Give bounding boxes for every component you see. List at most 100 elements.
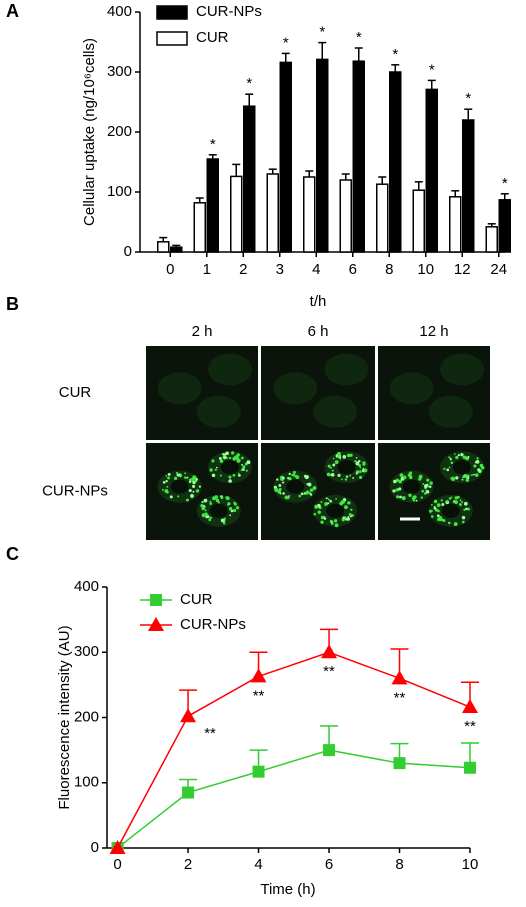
cell-dot <box>354 460 357 463</box>
cell-dot <box>401 496 406 501</box>
cell-dot <box>337 451 341 456</box>
cell-dot <box>328 498 330 501</box>
column-label: 2 h <box>192 323 213 340</box>
cell-dot <box>201 506 206 511</box>
cell <box>273 372 318 405</box>
significance-label: * <box>465 90 471 107</box>
cell-dot <box>327 464 331 468</box>
cell-dot <box>192 484 196 488</box>
marker <box>180 708 197 723</box>
cell-dot <box>331 522 334 525</box>
cell-dot <box>179 474 183 477</box>
cell-dot <box>165 479 168 483</box>
nucleus <box>337 460 356 475</box>
cell-dot <box>238 473 241 477</box>
cell-dot <box>462 521 465 524</box>
cell-dot <box>422 483 425 486</box>
nucleus <box>453 460 471 475</box>
cell-dot <box>409 476 413 480</box>
cell-dot <box>288 495 291 497</box>
cell-dot <box>342 454 347 459</box>
cell-dot <box>398 479 402 484</box>
bar <box>462 119 475 253</box>
cell-dot <box>287 477 290 480</box>
significance-label: ** <box>394 689 406 706</box>
cell-dot <box>333 519 338 523</box>
cell-dot <box>323 516 326 518</box>
cell-dot <box>355 461 360 466</box>
cell-dot <box>226 457 229 459</box>
cell-dot <box>479 463 484 468</box>
cell-dot <box>167 476 170 480</box>
cell-dot <box>306 483 309 486</box>
cell-dot <box>188 480 192 484</box>
nucleus <box>286 479 305 494</box>
cell-dot <box>190 494 194 498</box>
cell-dot <box>438 515 442 519</box>
y-tick-label: 0 <box>91 839 99 856</box>
x-tick-label: 6 <box>349 261 357 278</box>
x-tick-label: 10 <box>462 856 479 873</box>
x-tick-label: 4 <box>254 856 262 873</box>
cell-dot <box>327 502 330 505</box>
cell-dot <box>228 456 232 460</box>
legend-label: CUR <box>180 591 213 608</box>
cell-dot <box>320 520 324 524</box>
cell-dot <box>274 487 279 492</box>
cell-dot <box>223 517 227 520</box>
cell-dot <box>216 466 218 469</box>
cell-dot <box>402 475 407 480</box>
cell-dot <box>235 506 240 510</box>
y-axis-label: Fluorescence intensity (AU) <box>56 625 73 809</box>
cell-dot <box>198 485 202 488</box>
cell-dot <box>408 493 412 498</box>
marker <box>182 786 195 799</box>
nucleus <box>209 503 228 518</box>
cell-dot <box>166 491 169 494</box>
cell-dot <box>320 515 325 520</box>
cell-dot <box>246 460 251 465</box>
cell-dot <box>240 456 244 460</box>
nucleus <box>221 460 239 475</box>
cell-dot <box>326 472 331 477</box>
cell-dot <box>201 501 204 504</box>
cell-dot <box>223 456 227 460</box>
nucleus <box>402 479 421 494</box>
cell-dot <box>359 466 362 469</box>
significance-label: * <box>319 24 325 41</box>
cell <box>324 353 369 386</box>
cell-dot <box>465 478 470 482</box>
cell-dot <box>339 501 344 506</box>
cell-dot <box>209 502 213 505</box>
legend-label: CUR <box>196 29 229 46</box>
cell-dot <box>208 518 212 522</box>
cell-dot <box>284 495 289 500</box>
significance-label: ** <box>204 725 216 742</box>
cell-dot <box>362 461 366 465</box>
cell-dot <box>335 498 338 500</box>
cell-dot <box>408 471 413 475</box>
cell-dot <box>440 499 443 502</box>
cell-dot <box>411 496 416 500</box>
cell-dot <box>277 489 282 494</box>
cell-dot <box>233 457 236 460</box>
cell-dot <box>463 501 468 506</box>
cell-dot <box>312 485 317 490</box>
significance-label: * <box>210 136 216 153</box>
y-tick-label: 300 <box>74 643 99 660</box>
cell-dot <box>449 458 452 461</box>
cell-dot <box>442 519 446 523</box>
significance-label: * <box>246 75 252 92</box>
cell-dot <box>396 495 400 499</box>
cell-dot <box>307 482 312 487</box>
cell-dot <box>339 457 342 460</box>
cell-dot <box>176 471 178 474</box>
cell-dot <box>334 523 339 528</box>
cell-dot <box>424 492 427 495</box>
cell-dot <box>448 466 451 469</box>
cell-dot <box>441 503 445 506</box>
cell-dot <box>282 481 285 484</box>
x-tick-label: 4 <box>312 261 320 278</box>
cell-dot <box>337 473 341 477</box>
